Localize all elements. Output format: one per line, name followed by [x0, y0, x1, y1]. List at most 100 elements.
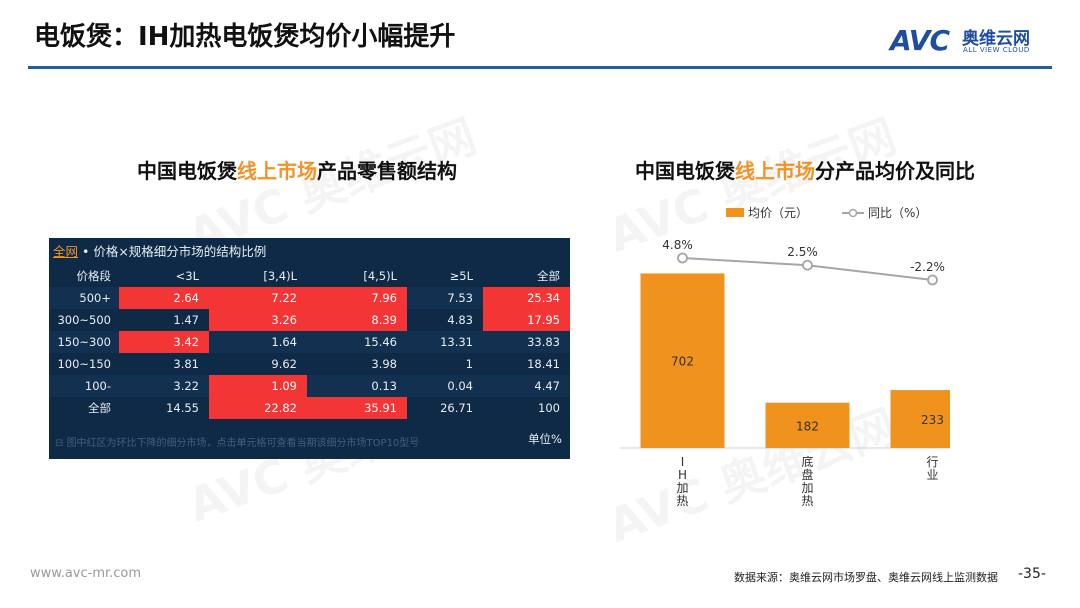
table-cell[interactable]: 15.46: [364, 335, 397, 349]
yoy-point: [927, 274, 938, 286]
page-title: 电饭煲：IH加热电饭煲均价小幅提升: [34, 22, 456, 52]
left-subtitle-highlight: 线上市场: [237, 159, 317, 183]
header-divider: [28, 66, 1052, 69]
table-cell[interactable]: 35.91: [307, 397, 407, 419]
x-tick-label-char: 热: [801, 494, 813, 508]
table-header-text: • 价格×规格细分市场的结构比例: [78, 244, 267, 259]
table-cell[interactable]: 1: [465, 357, 473, 371]
table-row-label: 100~150: [57, 357, 111, 371]
table-cell[interactable]: 4.83: [447, 313, 473, 327]
avc-logo: AVC 奥维云网 ALL VIEW CLOUD: [890, 22, 1060, 60]
table-column-header: ≥5L: [449, 269, 473, 283]
structure-table: 全网 • 价格×规格细分市场的结构比例 价格段 <3L [3,4)L [4,5)L ≥5…: [49, 238, 570, 459]
table-cell[interactable]: 14.55: [166, 401, 199, 415]
x-tick-label-char: 加: [676, 481, 688, 495]
table-cell[interactable]: 7.22: [209, 287, 307, 309]
table-column-header: [4,5)L: [363, 269, 397, 283]
table-cell[interactable]: 2.64: [119, 287, 209, 309]
table-cell[interactable]: 22.82: [209, 397, 307, 419]
table-cell[interactable]: 25.34: [483, 287, 570, 309]
table-cell[interactable]: 8.39: [307, 309, 407, 331]
yoy-data-label: 4.8%: [662, 238, 693, 252]
table-note-text: 图中红区为环比下降的细分市场，点击单元格可查看当期该细分市场TOP10型号: [66, 438, 420, 449]
bar-value-label: 233: [921, 413, 944, 427]
bar: [890, 390, 950, 448]
x-tick-label-char: 盘: [801, 467, 813, 482]
table-note: ⊟ 图中红区为环比下降的细分市场，点击单元格可查看当期该细分市场TOP10型号: [55, 438, 420, 449]
legend-marker: [848, 208, 858, 218]
price-bar-chart: 均价（元） 同比（%）702IH加热182底盘加热233行业4.8%2.5%-2.…: [620, 206, 950, 508]
table-cell[interactable]: 1.47: [173, 313, 199, 327]
right-subtitle-pre: 中国电饭煲: [635, 159, 735, 183]
table-cell[interactable]: 0.04: [447, 379, 473, 393]
table-cell[interactable]: 3.98: [371, 357, 397, 371]
table-scope-link[interactable]: 全网: [53, 244, 79, 259]
table-column-header: 价格段: [76, 269, 112, 283]
table-row-label: 100-: [84, 379, 111, 393]
logo-mark: AVC: [890, 24, 950, 57]
table-row: 500+ 2.64 7.22 7.96 7.53 25.34: [49, 287, 570, 309]
legend-swatch-bar: [726, 208, 744, 217]
table-row-label: 150~300: [57, 335, 111, 349]
table-cell[interactable]: 26.71: [440, 401, 473, 415]
table-header: 全网 • 价格×规格细分市场的结构比例: [53, 241, 266, 260]
table-cell[interactable]: 4.47: [534, 379, 560, 393]
bar-value-label: 702: [671, 355, 694, 369]
yoy-point: [802, 259, 813, 271]
table-cell[interactable]: 7.53: [447, 291, 473, 305]
x-tick-label-char: 行: [926, 455, 938, 469]
table-column-header: [3,4)L: [263, 269, 297, 283]
left-subtitle-pre: 中国电饭煲: [137, 159, 237, 183]
table-row: 150~300 3.42 1.64 15.46 13.31 33.83: [49, 331, 570, 353]
page-number: -35-: [1018, 566, 1046, 582]
table-row-label: 全部: [88, 401, 111, 415]
x-tick-label-char: 热: [676, 494, 688, 508]
right-subtitle-highlight: 线上市场: [735, 159, 815, 183]
table-cell[interactable]: 18.41: [527, 357, 560, 371]
left-subtitle-post: 产品零售额结构: [317, 159, 457, 183]
table-header-row: 价格段 <3L [3,4)L [4,5)L ≥5L 全部: [49, 265, 570, 287]
logo-cn: 奥维云网: [962, 29, 1030, 49]
table-cell[interactable]: 100: [538, 401, 560, 415]
table-column-header: <3L: [175, 269, 199, 283]
table-cell[interactable]: 3.81: [173, 357, 199, 371]
bar: [640, 273, 725, 448]
table-column-header: 全部: [537, 269, 560, 283]
table-row-label: 300~500: [57, 313, 111, 327]
bar-value-label: 182: [796, 419, 819, 433]
x-tick-label-char: I: [681, 455, 685, 469]
yoy-point: [677, 252, 688, 264]
logo-en: ALL VIEW CLOUD: [963, 46, 1030, 54]
table-cell[interactable]: 9.62: [271, 357, 297, 371]
yoy-data-label: 2.5%: [787, 245, 818, 259]
table-cell[interactable]: 3.22: [173, 379, 199, 393]
table-unit: 单位%: [528, 432, 562, 446]
table-cell[interactable]: 3.26: [209, 309, 307, 331]
table-cell[interactable]: 0.13: [371, 379, 397, 393]
table-cell[interactable]: 1.09: [209, 375, 307, 397]
table-row: 100- 3.22 1.09 0.13 0.04 4.47: [49, 375, 570, 397]
table-row: 全部 14.55 22.82 35.91 26.71 100: [49, 397, 570, 419]
x-tick-label-char: H: [678, 468, 687, 482]
legend-label-bar: 均价（元）: [748, 206, 808, 220]
footer-url[interactable]: www.avc-mr.com: [30, 566, 142, 581]
right-subtitle-post: 分产品均价及同比: [815, 159, 975, 183]
table-cell[interactable]: 3.42: [119, 331, 209, 353]
table-cell[interactable]: 33.83: [527, 335, 560, 349]
data-source: 数据来源：奥维云网市场罗盘、奥维云网线上监测数据: [734, 571, 998, 584]
table-row: 100~150 3.81 9.62 3.98 1 18.41: [49, 353, 570, 375]
table-cell[interactable]: 1.64: [271, 335, 297, 349]
yoy-data-label: -2.2%: [910, 260, 945, 274]
x-tick-label-char: 加: [801, 481, 813, 495]
table-cell[interactable]: 7.96: [307, 287, 407, 309]
right-subtitle: 中国电饭煲线上市场分产品均价及同比: [635, 155, 975, 184]
bar: [765, 402, 850, 448]
table-row: 300~500 1.47 3.26 8.39 4.83 17.95: [49, 309, 570, 331]
left-subtitle: 中国电饭煲线上市场产品零售额结构: [137, 155, 457, 184]
x-tick-label-char: 底: [801, 454, 813, 469]
table-cell[interactable]: 17.95: [483, 309, 570, 331]
table-cell[interactable]: 13.31: [440, 335, 473, 349]
table-row-label: 500+: [79, 291, 111, 305]
legend-label-line: 同比（%）: [868, 206, 927, 220]
x-tick-label-char: 业: [926, 468, 938, 482]
